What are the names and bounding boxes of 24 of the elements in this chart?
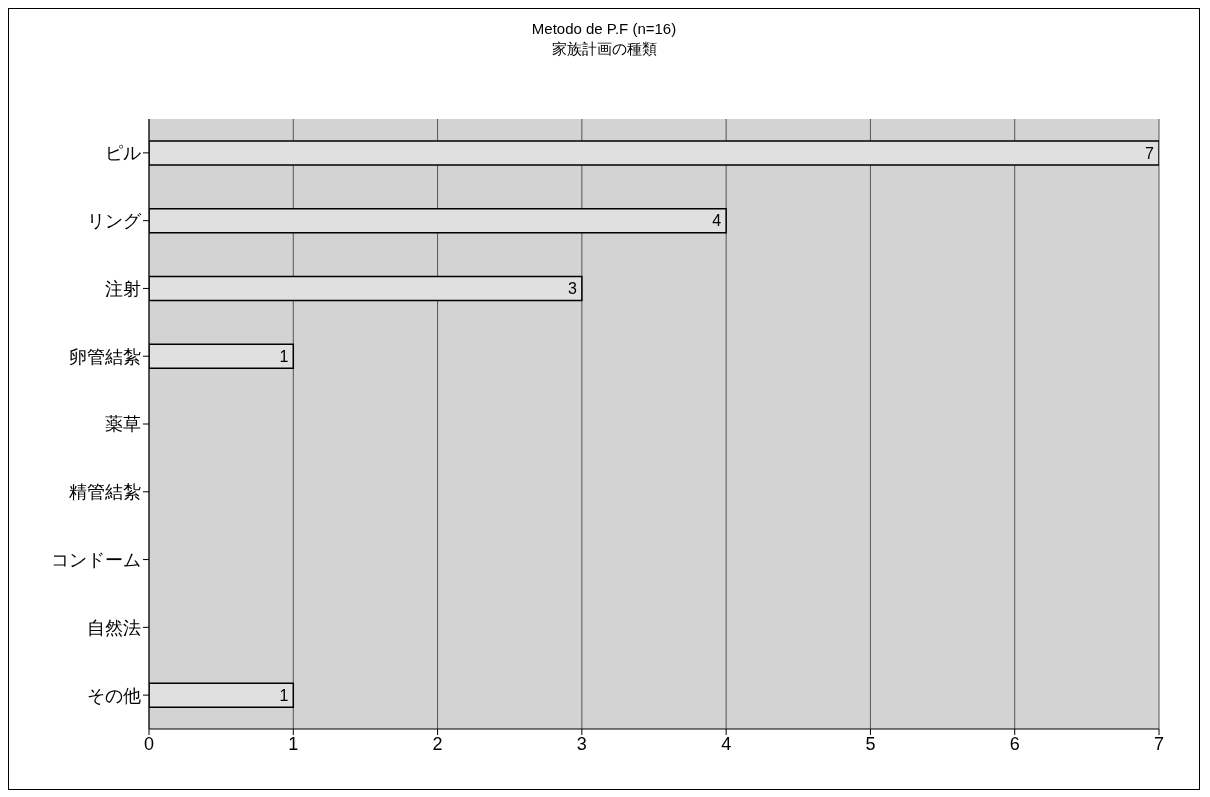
y-tick-label: 精管結紮	[69, 482, 141, 503]
y-tick-label: コンドーム	[51, 549, 141, 570]
y-tick-label: その他	[87, 685, 141, 706]
y-tick-label: 自然法	[87, 617, 141, 638]
x-tick-label: 1	[288, 733, 299, 754]
y-tick-label: 卵管結紮	[69, 346, 141, 367]
y-tick-label: 薬草	[105, 414, 141, 435]
y-tick-label: リング	[87, 211, 142, 232]
x-tick-label: 0	[143, 733, 155, 754]
chart-title: Metodo de P.F (n=16)	[530, 19, 678, 39]
x-tick-label: 3	[576, 733, 587, 754]
x-tick-label: 7	[1153, 733, 1165, 754]
y-tick-label: ピル	[105, 143, 141, 164]
x-tick-label: 4	[721, 733, 732, 754]
data-label: 1	[279, 348, 289, 366]
chart-subtitle: 家族計画の種類	[550, 39, 658, 59]
x-tick-label: 6	[1009, 733, 1020, 754]
y-tick-label: 注射	[105, 278, 141, 299]
x-tick-label: 5	[865, 733, 876, 754]
x-tick-label: 2	[432, 733, 443, 754]
data-label: 3	[567, 280, 577, 298]
data-label: 7	[1145, 144, 1155, 162]
data-label: 1	[279, 686, 289, 704]
data-label: 4	[712, 212, 722, 230]
